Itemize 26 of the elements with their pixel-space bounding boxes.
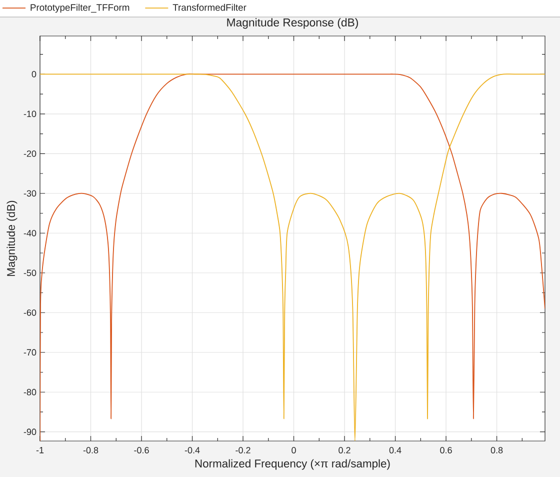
- y-tick-label: -80: [24, 388, 36, 396]
- legend-label: PrototypeFilter_TFForm: [30, 4, 130, 13]
- x-tick-label: -1: [36, 447, 44, 454]
- x-tick-label: -0.6: [134, 447, 149, 454]
- y-axis-title: Magnitude (dB): [6, 200, 18, 276]
- x-tick-label: -0.2: [236, 447, 250, 454]
- x-tick-label: -0.8: [83, 447, 98, 454]
- x-tick-label: 0: [292, 447, 296, 454]
- y-tick-label: -70: [24, 349, 36, 356]
- y-tick-label: -90: [24, 428, 36, 436]
- y-tick-label: -30: [24, 190, 36, 197]
- x-axis-title: Normalized Frequency (×π rad/sample): [195, 459, 390, 470]
- y-tick-label: -20: [24, 150, 36, 157]
- x-tick-label: 0.4: [389, 447, 402, 454]
- legend-label: TransformedFilter: [172, 4, 246, 11]
- y-tick-label: -50: [24, 270, 36, 276]
- x-tick-label: 0.2: [338, 447, 350, 454]
- chart-title: Magnitude Response (dB): [227, 18, 358, 29]
- y-tick-label: 0: [32, 70, 36, 78]
- y-tick-label: -10: [24, 110, 36, 118]
- y-tick-label: -40: [24, 230, 36, 236]
- line-series: [40, 74, 546, 441]
- x-tick-label: 0.6: [440, 447, 452, 454]
- x-tick-label: 0.8: [490, 447, 503, 454]
- x-tick-label: -0.4: [184, 447, 200, 454]
- y-tick-label: -60: [24, 309, 36, 316]
